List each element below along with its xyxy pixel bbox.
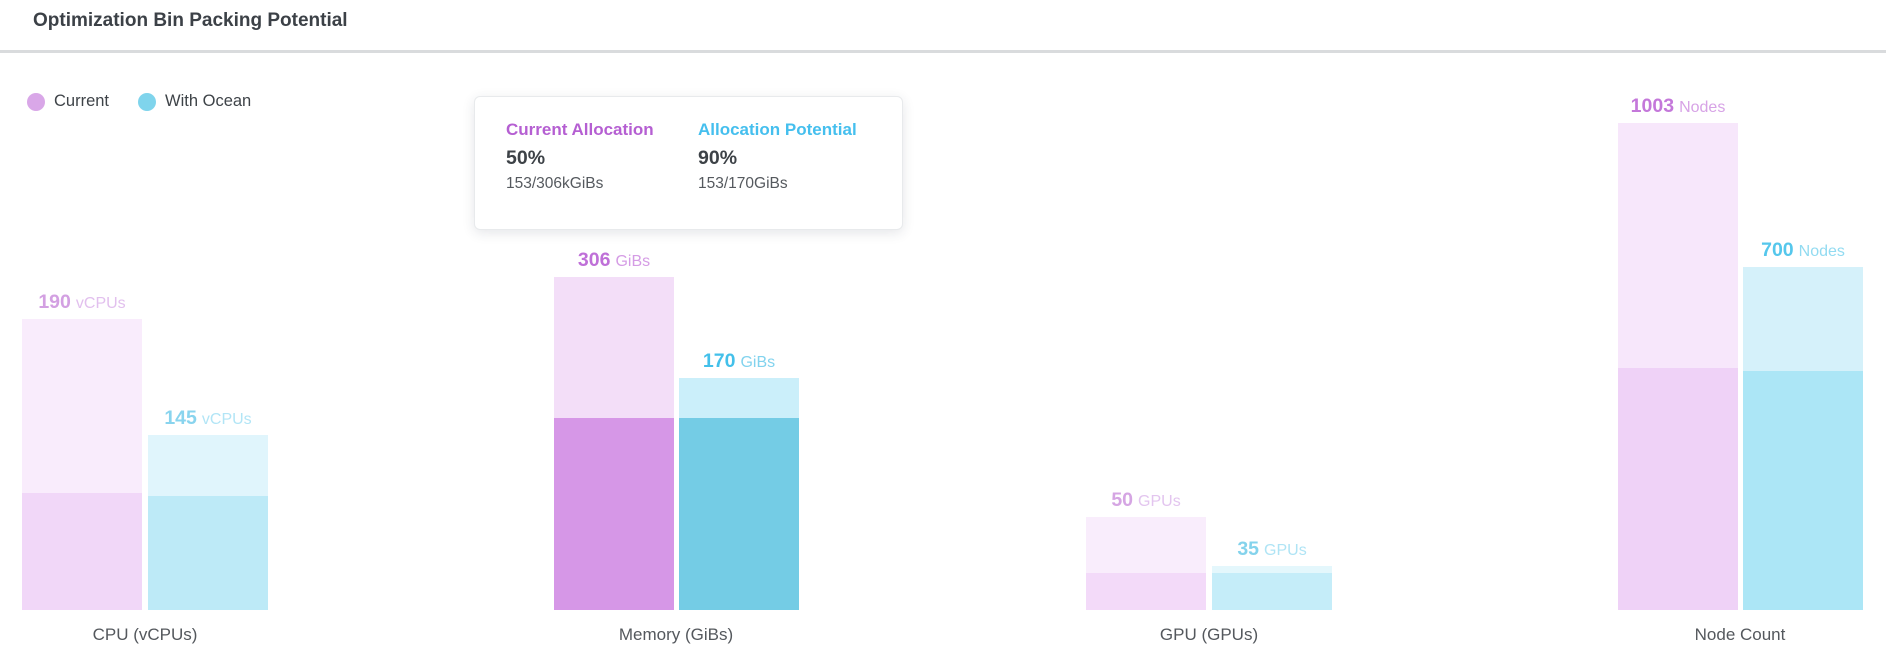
tooltip-current-title: Current Allocation <box>506 120 654 139</box>
tooltip-current-percent: 50% <box>506 147 546 169</box>
bar-used-segment <box>1212 573 1332 610</box>
bar-used-segment <box>1618 368 1738 610</box>
bar-unit: GPUs <box>1264 542 1307 559</box>
bar-value-label-current-memory-gibs: 306 GiBs <box>578 249 650 273</box>
tooltip-current-column: Current Allocation 50% 153/306kGiBs <box>506 121 698 229</box>
bar-value-label-with-ocean-cpu-vcpus: 145 vCPUs <box>164 407 251 431</box>
bar-current-gpu-gpus[interactable] <box>1086 517 1206 610</box>
bar-unit: Nodes <box>1679 99 1726 116</box>
category-label-cpu-vcpus: CPU (vCPUs) <box>92 625 198 644</box>
tooltip-potential-column: Allocation Potential 90% 153/170GiBs <box>698 121 857 229</box>
tooltip-potential-detail: 153/170GiBs <box>698 175 788 192</box>
header-divider <box>0 50 1886 53</box>
bar-value: 145 <box>164 407 197 429</box>
bar-with-ocean-gpu-gpus[interactable] <box>1212 566 1332 610</box>
bar-value-label-current-node-count: 1003 Nodes <box>1631 95 1726 119</box>
bar-used-segment <box>1743 371 1863 610</box>
bar-value-label-with-ocean-gpu-gpus: 35 GPUs <box>1237 538 1306 562</box>
bar-unit: GiBs <box>740 354 776 371</box>
bar-with-ocean-node-count[interactable] <box>1743 267 1863 610</box>
bar-value-label-current-cpu-vcpus: 190 vCPUs <box>38 291 125 315</box>
bar-used-segment <box>554 418 674 610</box>
bar-unit: vCPUs <box>75 295 126 312</box>
legend-item-current[interactable]: Current <box>27 92 109 111</box>
current-series-dot-icon <box>27 92 45 111</box>
legend-label-current: Current <box>54 92 110 110</box>
tooltip-current-detail: 153/306kGiBs <box>506 175 604 192</box>
bar-current-cpu-vcpus[interactable] <box>22 319 142 610</box>
bar-unit: GiBs <box>615 253 651 270</box>
bar-used-segment <box>679 418 799 610</box>
bar-value-label-with-ocean-node-count: 700 Nodes <box>1761 239 1845 263</box>
bar-unit: GPUs <box>1138 493 1181 510</box>
bar-current-memory-gibs[interactable] <box>554 277 674 610</box>
bar-used-segment <box>1086 573 1206 610</box>
bar-value: 170 <box>702 350 736 372</box>
bar-with-ocean-cpu-vcpus[interactable] <box>148 435 268 610</box>
bar-with-ocean-memory-gibs[interactable] <box>679 378 799 610</box>
bar-value: 190 <box>38 291 71 313</box>
bar-value-label-current-gpu-gpus: 50 GPUs <box>1111 489 1180 513</box>
category-label-gpu-gpus: GPU (GPUs) <box>1159 625 1259 644</box>
bar-used-segment <box>22 493 142 610</box>
bar-value-label-with-ocean-memory-gibs: 170 GiBs <box>703 350 775 374</box>
category-label-node-count: Node Count <box>1694 625 1786 644</box>
bar-value: 1003 <box>1630 95 1675 117</box>
bar-unit: Nodes <box>1798 243 1845 260</box>
bar-value: 35 <box>1237 538 1260 560</box>
bar-current-node-count[interactable] <box>1618 123 1738 610</box>
page-title: Optimization Bin Packing Potential <box>33 10 348 31</box>
with-ocean-series-dot-icon <box>138 92 157 111</box>
bar-used-segment <box>148 496 268 610</box>
allocation-tooltip: Current Allocation 50% 153/306kGiBs Allo… <box>474 96 903 230</box>
bar-value: 700 <box>1761 239 1794 261</box>
tooltip-potential-percent: 90% <box>698 147 738 169</box>
tooltip-potential-title: Allocation Potential <box>698 120 857 139</box>
legend-item-with-ocean[interactable]: With Ocean <box>138 92 251 111</box>
category-label-memory-gibs: Memory (GiBs) <box>618 625 734 644</box>
bar-value: 50 <box>1111 489 1134 511</box>
legend-label-with-ocean: With Ocean <box>165 92 252 110</box>
bar-unit: vCPUs <box>201 411 252 428</box>
chart-legend: Current With Ocean <box>27 92 251 111</box>
bar-value: 306 <box>577 249 611 271</box>
